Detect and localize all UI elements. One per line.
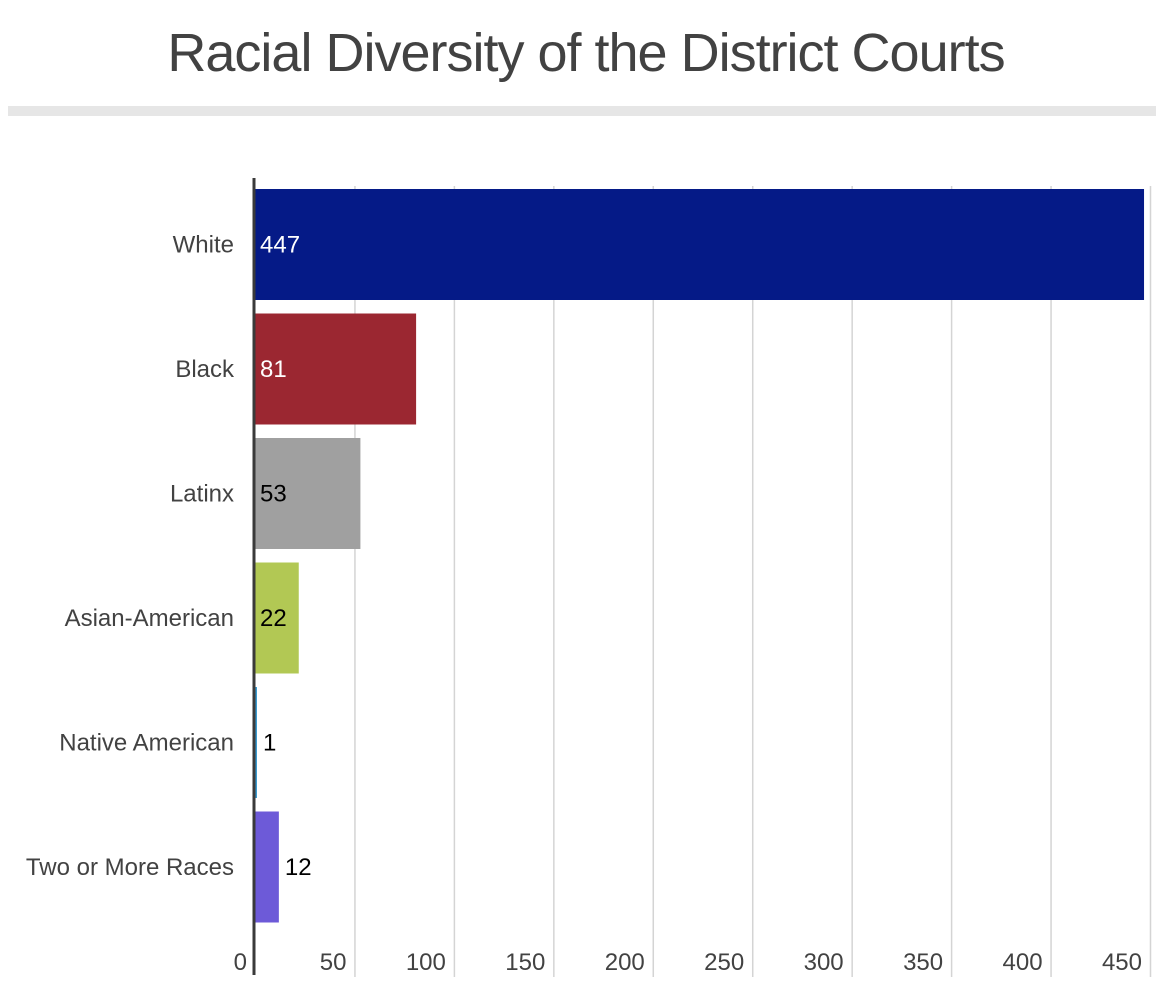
bar-native-american: [255, 687, 257, 798]
category-label: Asian-American: [65, 605, 234, 632]
x-tick-label: 0: [234, 949, 247, 976]
x-tick-label: 250: [704, 949, 744, 976]
x-tick-label: 100: [406, 949, 446, 976]
category-labels: White Black Latinx Asian-American Native Ame…: [26, 232, 235, 882]
category-label: Black: [175, 356, 235, 383]
category-label: White: [173, 232, 234, 259]
bar-black: [255, 313, 417, 425]
title-divider: [8, 106, 1156, 116]
data-label: 12: [285, 854, 312, 881]
data-label: 53: [260, 481, 287, 508]
x-tick-label: 350: [903, 949, 943, 976]
data-labels: 447 81 53 22 1 12: [260, 232, 312, 882]
gridlines: [354, 186, 1152, 977]
bar-latinx: [255, 438, 361, 549]
category-label: Native American: [59, 730, 234, 757]
x-tick-label: 300: [804, 949, 844, 976]
data-label: 447: [260, 232, 300, 259]
bars: [255, 189, 1145, 923]
x-tick-label: 50: [320, 949, 347, 976]
category-label: Two or More Races: [26, 854, 234, 881]
chart-title: Racial Diversity of the District Courts: [167, 23, 1005, 83]
category-label: Latinx: [170, 481, 234, 508]
bar-two-or-more-races: [255, 811, 279, 923]
bar-asian-american: [255, 562, 299, 674]
data-label: 22: [260, 605, 287, 632]
data-label: 1: [263, 730, 276, 757]
data-label: 81: [260, 356, 287, 383]
x-tick-label: 400: [1003, 949, 1043, 976]
x-tick-labels: 0 50 100 150 200 250 300 350 400 450: [234, 949, 1142, 976]
x-tick-label: 200: [605, 949, 645, 976]
bar-white: [255, 189, 1145, 300]
x-tick-label: 150: [505, 949, 545, 976]
x-tick-label: 450: [1102, 949, 1142, 976]
